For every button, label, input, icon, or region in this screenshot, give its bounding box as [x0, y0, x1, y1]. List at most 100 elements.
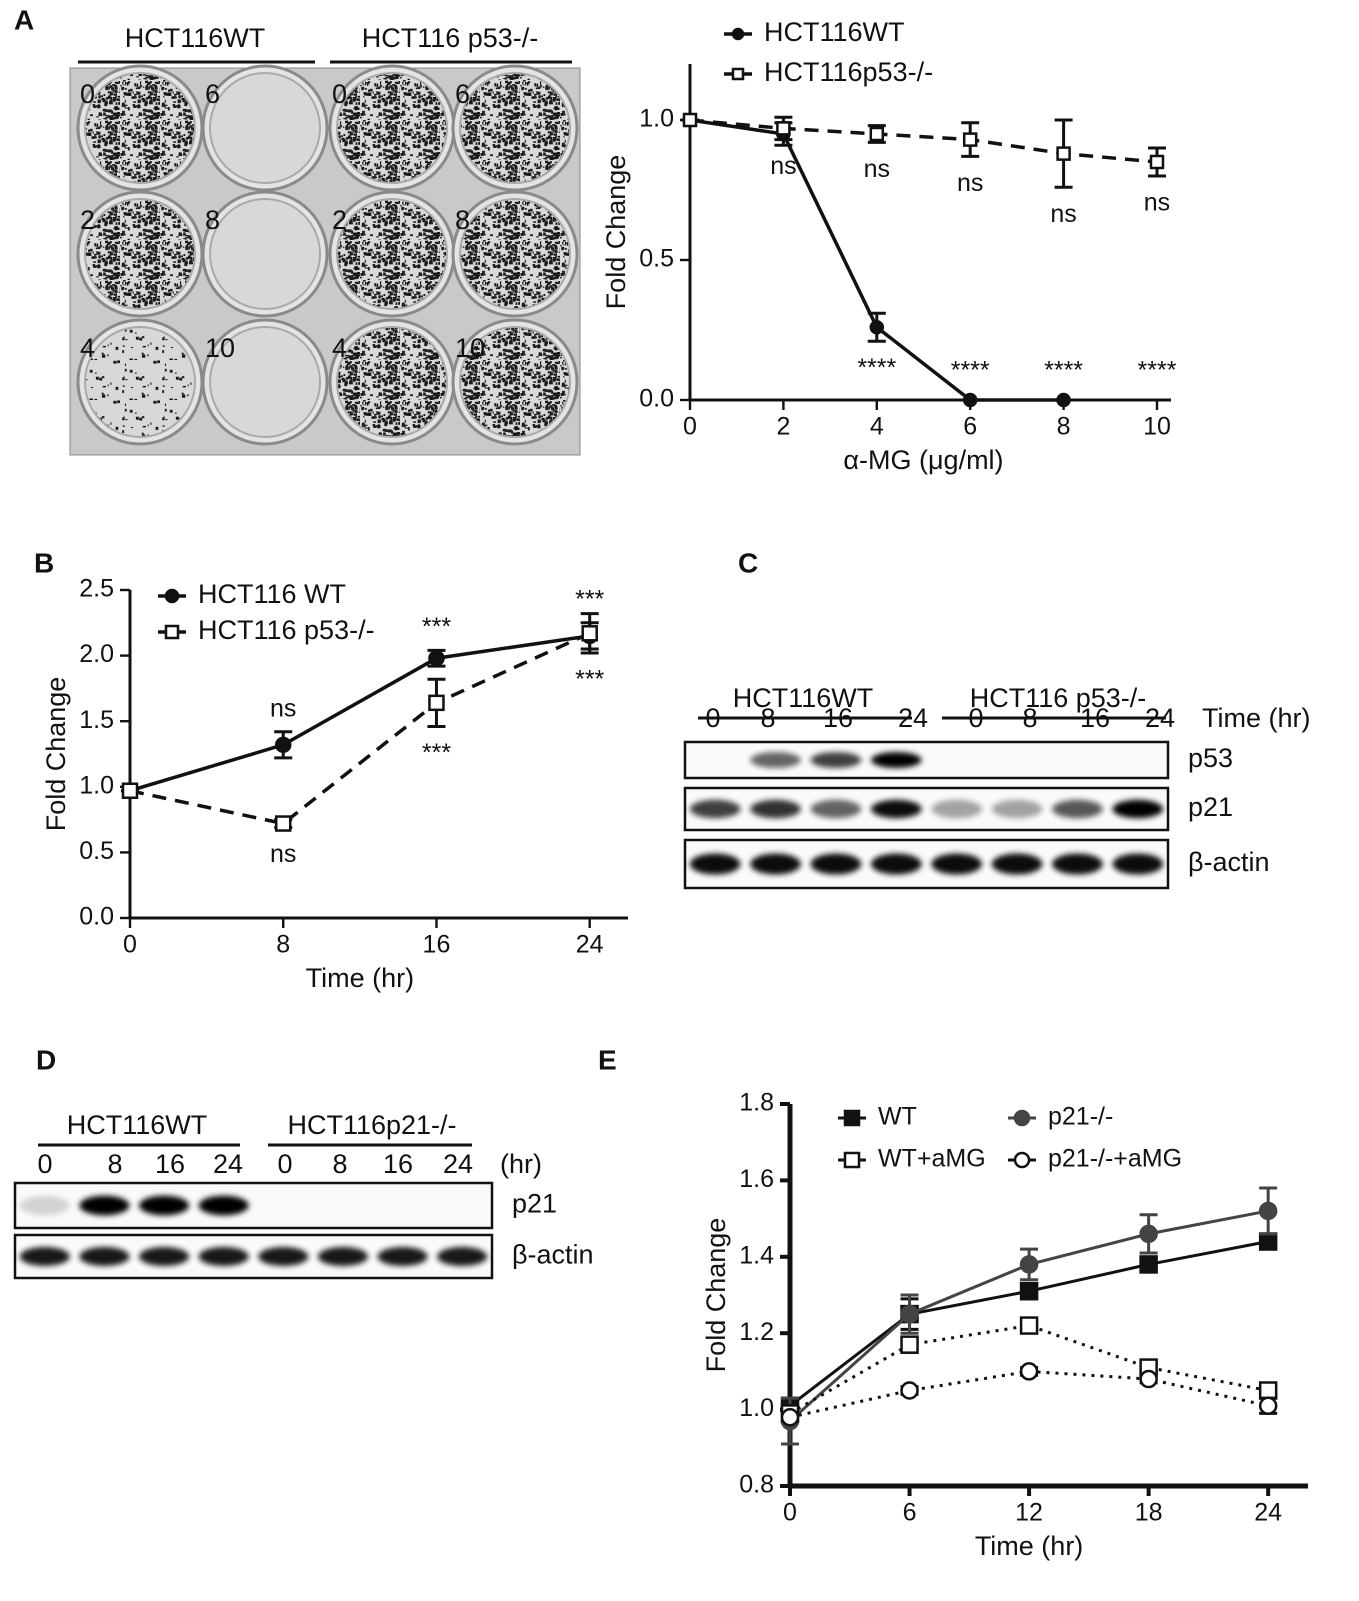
marker	[1019, 1362, 1039, 1381]
legend-label: p21-/-+aMG	[1048, 1145, 1182, 1173]
series-line	[788, 1209, 1269, 1423]
legend-marker	[164, 624, 180, 640]
well	[209, 326, 321, 438]
band	[931, 799, 983, 819]
band	[750, 853, 801, 875]
well-label: 0	[332, 79, 347, 109]
legend-label: HCT116 p53-/-	[198, 615, 375, 645]
well	[336, 72, 448, 184]
lane-label: 24	[213, 1149, 243, 1179]
panel-letter: A	[14, 4, 34, 35]
legend-marker	[731, 27, 745, 41]
group-label: HCT116WT	[67, 1110, 208, 1140]
band	[870, 799, 922, 819]
marker	[1019, 1281, 1039, 1301]
x-tick-label: 10	[1143, 413, 1171, 441]
band	[317, 1247, 368, 1266]
x-tick-label: 12	[1015, 1499, 1043, 1527]
y-tick-label: 0.5	[639, 245, 674, 273]
band	[810, 752, 862, 768]
group-label: HCT116WT	[733, 683, 874, 713]
significance-label: ns	[270, 694, 296, 722]
well	[84, 198, 196, 310]
significance-label: ***	[575, 585, 604, 613]
panel-letter: B	[34, 547, 54, 578]
x-axis-label: Time (hr)	[975, 1531, 1084, 1561]
marker	[1139, 1369, 1158, 1389]
x-tick-label: 24	[1254, 1499, 1282, 1527]
lane-axis-label: Time (hr)	[1202, 703, 1311, 733]
x-tick-label: 0	[783, 1499, 797, 1527]
marker	[776, 121, 791, 136]
band	[1052, 853, 1103, 875]
well-label: 10	[455, 333, 485, 363]
significance-label: ***	[422, 613, 451, 641]
lane-label: 24	[1145, 703, 1175, 733]
significance-label: ns	[1050, 200, 1076, 228]
well	[459, 198, 571, 310]
x-tick-label: 8	[276, 931, 290, 959]
marker	[1019, 1255, 1039, 1274]
well-label: 8	[455, 205, 470, 235]
legend-marker	[843, 1151, 861, 1169]
x-tick-label: 0	[123, 931, 137, 959]
y-tick-label: 1.6	[739, 1165, 774, 1193]
lane-label: 8	[760, 703, 775, 733]
well	[336, 326, 448, 438]
significance-label: ns	[957, 169, 983, 197]
marker	[1056, 146, 1071, 161]
significance-label: ns	[1144, 189, 1170, 217]
y-tick-label: 1.0	[79, 771, 114, 799]
marker	[581, 625, 598, 642]
band	[19, 1195, 70, 1216]
marker	[900, 1304, 919, 1324]
significance-label: ****	[1044, 357, 1083, 385]
y-tick-label: 0.5	[79, 837, 114, 865]
well	[209, 198, 321, 310]
lane-label: 24	[898, 703, 928, 733]
band	[810, 853, 862, 875]
well-label: 2	[80, 205, 95, 235]
well	[209, 72, 321, 184]
y-axis-label: Fold Change	[41, 677, 71, 832]
marker	[869, 126, 885, 142]
significance-label: ****	[951, 357, 990, 385]
group-label: HCT116WT	[125, 23, 266, 53]
x-tick-label: 16	[423, 931, 451, 959]
lane-label: 8	[1022, 703, 1037, 733]
panel-letter: D	[36, 1044, 56, 1075]
well-label: 2	[332, 205, 347, 235]
y-tick-label: 0.0	[639, 385, 674, 413]
well	[84, 72, 196, 184]
significance-label: ns	[864, 155, 890, 183]
marker	[1149, 154, 1165, 170]
plate-photo: 0 6 0 6 2 8 2 8 4 10 4 10	[69, 64, 581, 456]
x-tick-label: 8	[1057, 413, 1071, 441]
significance-label: ****	[1138, 357, 1177, 385]
marker	[1056, 392, 1071, 408]
legend-label: HCT116p53-/-	[764, 57, 933, 87]
y-tick-label: 1.4	[739, 1241, 774, 1269]
y-tick-label: 1.5	[79, 706, 114, 734]
x-tick-label: 6	[963, 413, 977, 441]
marker	[962, 132, 978, 147]
well-label: 4	[80, 333, 95, 363]
lane-label: 24	[443, 1149, 473, 1179]
well	[459, 72, 571, 184]
marker	[869, 319, 885, 335]
band	[689, 799, 741, 819]
y-tick-label: 1.0	[739, 1394, 774, 1422]
y-tick-label: 1.2	[739, 1318, 774, 1346]
legend-label: WT	[878, 1103, 917, 1131]
group-label: HCT116 p53-/-	[362, 23, 539, 53]
marker	[962, 392, 978, 408]
marker	[1258, 1396, 1278, 1416]
panel-letter: C	[738, 547, 758, 578]
lane-label: 16	[155, 1149, 185, 1179]
legend-label: HCT116 WT	[198, 579, 346, 609]
group-label: HCT116p21-/-	[287, 1110, 456, 1140]
y-tick-label: 0.8	[739, 1471, 774, 1499]
band	[870, 752, 922, 768]
significance-label: ns	[770, 152, 796, 180]
